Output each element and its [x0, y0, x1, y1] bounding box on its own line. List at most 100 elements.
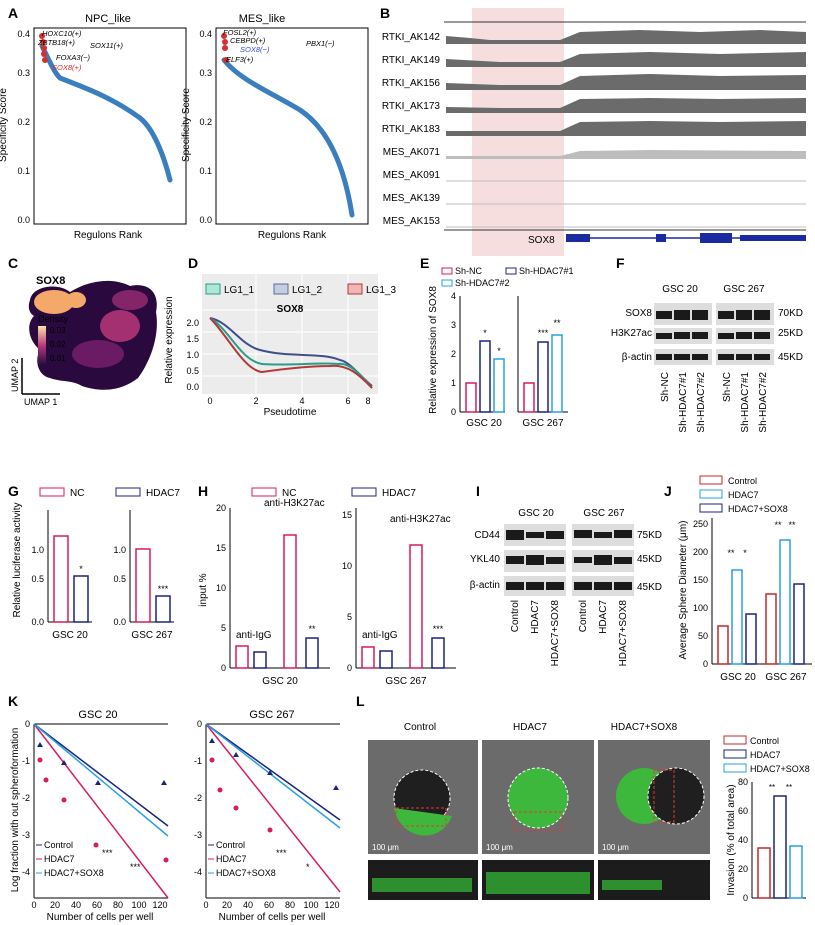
svg-text:HDAC7: HDAC7 [530, 600, 541, 634]
svg-text:*: * [79, 564, 83, 574]
svg-text:HDAC7: HDAC7 [146, 488, 180, 499]
c-legend-title: Density [38, 314, 69, 324]
panel-letter-j: J [664, 483, 672, 499]
svg-text:5: 5 [221, 623, 226, 633]
svg-text:20: 20 [738, 864, 748, 874]
svg-text:40: 40 [243, 900, 253, 910]
svg-text:0.0: 0.0 [17, 215, 30, 225]
svg-text:Sh-HDAC7#2: Sh-HDAC7#2 [455, 278, 510, 288]
a-left-curve [39, 43, 173, 183]
svg-text:***: *** [130, 862, 141, 872]
svg-text:1.0: 1.0 [113, 545, 126, 555]
svg-text:0.0: 0.0 [186, 382, 199, 392]
c-title: SOX8 [36, 275, 65, 287]
svg-text:HDAC7: HDAC7 [513, 722, 547, 733]
svg-text:GSC 20: GSC 20 [52, 630, 88, 641]
a-right-ylabel: Specificity Score [181, 88, 192, 162]
b-track-label: RTKI_AK173 [382, 101, 441, 112]
svg-text:**: ** [769, 783, 775, 792]
panel-k-ldpa: GSC 20 0 -1 -2 -3 -4 0 20 40 60 80 100 1… [10, 709, 341, 923]
c-legend-bar [38, 326, 46, 366]
svg-text:HDAC7+SOX8: HDAC7+SOX8 [611, 722, 678, 733]
svg-text:Control: Control [404, 722, 436, 733]
svg-text:HDAC7+SOX8: HDAC7+SOX8 [728, 504, 788, 514]
svg-text:0: 0 [347, 663, 352, 673]
svg-text:GSC 267: GSC 267 [385, 676, 427, 687]
svg-text:HDAC7+SOX8: HDAC7+SOX8 [618, 600, 629, 667]
svg-text:anti-H3K27ac: anti-H3K27ac [264, 498, 325, 509]
a-right-label: SOX8(−) [240, 45, 270, 54]
svg-text:GSC 267: GSC 267 [723, 284, 765, 295]
panel-i-western: GSC 20 GSC 267 CD44 YKL40 β-actin 75KD 4… [470, 508, 662, 666]
svg-text:6: 6 [345, 396, 350, 406]
a-left-point [41, 45, 47, 51]
svg-text:0: 0 [221, 663, 226, 673]
svg-text:H3K27ac: H3K27ac [611, 328, 652, 339]
svg-text:Sh-HDAC7#2: Sh-HDAC7#2 [758, 372, 769, 433]
b-track-label: RTKI_AK156 [382, 78, 441, 89]
a-right-point [223, 57, 229, 63]
a-right-title: MES_like [239, 13, 285, 25]
panel-letter-i: I [476, 483, 480, 499]
svg-text:CD44: CD44 [474, 530, 500, 541]
svg-text:150: 150 [693, 575, 708, 585]
b-signals [446, 30, 806, 136]
svg-text:Sh-HDAC7#1: Sh-HDAC7#1 [678, 372, 689, 433]
panel-letter-a: A [8, 5, 18, 21]
a-left-point [42, 57, 48, 63]
a-right-xlabel: Regulons Rank [258, 230, 327, 241]
svg-text:-4: -4 [22, 867, 30, 877]
svg-text:***: *** [538, 328, 549, 338]
svg-text:HDAC7: HDAC7 [216, 854, 247, 864]
svg-text:20: 20 [222, 900, 232, 910]
svg-text:100: 100 [131, 900, 146, 910]
h-ylabel: input % [198, 573, 209, 606]
svg-text:-2: -2 [22, 793, 30, 803]
svg-text:GSC 20: GSC 20 [720, 672, 756, 683]
svg-text:Control: Control [728, 476, 757, 486]
j-ylabel: Average Sphere Diameter (μm) [678, 521, 689, 660]
svg-text:4: 4 [451, 291, 456, 301]
svg-text:GSC 20: GSC 20 [466, 418, 502, 429]
svg-text:Sh-HDAC7#2: Sh-HDAC7#2 [696, 372, 707, 433]
svg-text:GSC 267: GSC 267 [131, 630, 173, 641]
a-right-curve [221, 57, 355, 218]
svg-text:5: 5 [347, 612, 352, 622]
svg-text:Control: Control [578, 600, 589, 632]
svg-text:120: 120 [324, 900, 339, 910]
svg-text:GSC 20: GSC 20 [662, 284, 698, 295]
b-track-label: MES_AK153 [383, 216, 441, 227]
panel-e-bars: Sh-NC Sh-HDAC7#1 Sh-HDAC7#2 0 1 2 3 4 * … [428, 266, 574, 429]
svg-text:0.0: 0.0 [31, 617, 44, 627]
a-right-point [221, 33, 227, 39]
svg-text:*: * [497, 346, 501, 356]
panel-letter-b: B [380, 5, 390, 21]
svg-text:250: 250 [693, 519, 708, 529]
k-xlabel-right: Number of cells per well [219, 912, 326, 923]
svg-text:0.3: 0.3 [199, 68, 212, 78]
svg-text:1.5: 1.5 [186, 334, 199, 344]
panel-letter-d: D [188, 255, 198, 271]
a-right-point [222, 45, 228, 51]
svg-text:GSC 267: GSC 267 [522, 418, 564, 429]
b-track-label: MES_AK139 [383, 193, 441, 204]
svg-text:2.0: 2.0 [186, 318, 199, 328]
svg-text:HDAC7: HDAC7 [598, 600, 609, 634]
b-gene-model [566, 233, 806, 243]
svg-text:HDAC7+SOX8: HDAC7+SOX8 [44, 868, 104, 878]
b-track-label: RTKI_AK149 [382, 55, 441, 66]
svg-text:**: ** [308, 624, 316, 634]
panel-a-right: MES_like 0.0 0.1 0.2 0.3 0.4 Specificity… [181, 13, 369, 241]
svg-text:80: 80 [285, 900, 295, 910]
svg-text:8: 8 [365, 396, 370, 406]
svg-text:***: *** [433, 624, 444, 634]
a-left-label: HOXC10(+) [42, 29, 82, 38]
panel-b-tracks: RTKI_AK142 RTKI_AK149 RTKI_AK156 RTKI_AK… [382, 8, 806, 256]
svg-text:-2: -2 [194, 793, 202, 803]
svg-text:3: 3 [451, 320, 456, 330]
svg-text:2: 2 [253, 396, 258, 406]
svg-text:100: 100 [693, 603, 708, 613]
svg-text:0.2: 0.2 [17, 117, 30, 127]
k-ylabel: Log fraction with out spheroformation [10, 728, 21, 893]
svg-text:Control: Control [510, 600, 521, 632]
